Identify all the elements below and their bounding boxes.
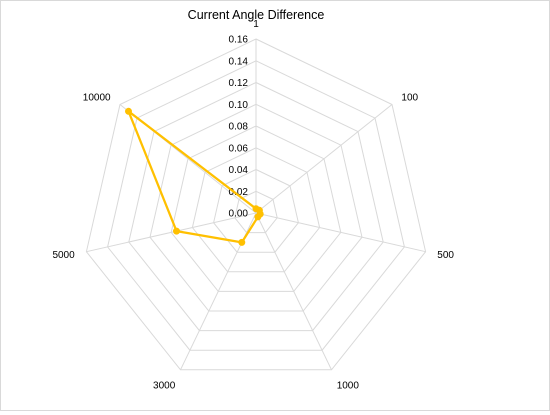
radial-tick-label: 0.06: [229, 143, 249, 154]
data-point: [238, 238, 246, 246]
spoke-line: [255, 212, 332, 371]
category-label: 5000: [52, 250, 75, 261]
radial-tick-label: 0.00: [229, 209, 249, 220]
grid-ring: [170, 125, 342, 292]
category-label: 1000: [337, 381, 360, 392]
radial-tick-label: 0.16: [229, 35, 249, 46]
grid-ring: [149, 103, 363, 312]
data-point: [254, 213, 262, 221]
spoke-line: [86, 212, 257, 253]
data-point: [173, 227, 180, 235]
category-label: 100: [401, 93, 418, 104]
grid-ring: [128, 81, 384, 332]
spoke-line: [255, 212, 426, 253]
radial-tick-label: 0.12: [229, 78, 249, 89]
category-label: 3000: [153, 381, 176, 392]
radial-tick-label: 0.04: [229, 165, 249, 176]
category-label: 10000: [83, 93, 111, 104]
category-label: 1: [253, 19, 259, 30]
spoke-line: [255, 104, 393, 214]
grid-ring: [213, 168, 299, 253]
data-point: [125, 107, 132, 115]
grid-ring: [107, 60, 405, 351]
radial-tick-label: 0.08: [229, 122, 249, 133]
grid-ring: [191, 147, 321, 273]
grid-ring: [234, 190, 278, 234]
grid-ring: [85, 38, 427, 371]
category-label: 500: [437, 250, 454, 261]
chart-title: Current Angle Difference: [187, 8, 325, 22]
radial-tick-label: 0.10: [229, 100, 249, 111]
radial-tick-label: 0.02: [229, 187, 249, 198]
radial-tick-label: 0.14: [229, 56, 249, 67]
